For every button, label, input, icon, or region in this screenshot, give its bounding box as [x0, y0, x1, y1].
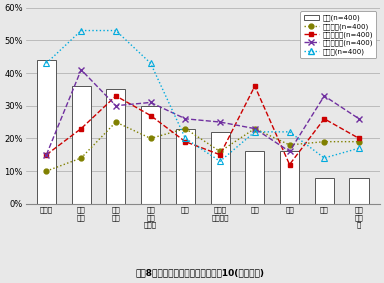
- Bar: [106, 89, 126, 204]
- Bar: [280, 151, 299, 204]
- Bar: [245, 151, 264, 204]
- Bar: [349, 178, 369, 204]
- Bar: [37, 60, 56, 204]
- Bar: [176, 128, 195, 204]
- Bar: [141, 106, 160, 204]
- Bar: [315, 178, 334, 204]
- Bar: [71, 86, 91, 204]
- Text: 図袆8　体調・症状の悩み　ベスト10(複数回答): 図袆8 体調・症状の悩み ベスト10(複数回答): [135, 268, 264, 277]
- Legend: 東京(n=400), バンコク(n=400), ジャカルタ(n=400), ホーチミン(n=400), ソウル(n=400): 東京(n=400), バンコク(n=400), ジャカルタ(n=400), ホー…: [300, 11, 376, 58]
- Bar: [210, 132, 230, 204]
